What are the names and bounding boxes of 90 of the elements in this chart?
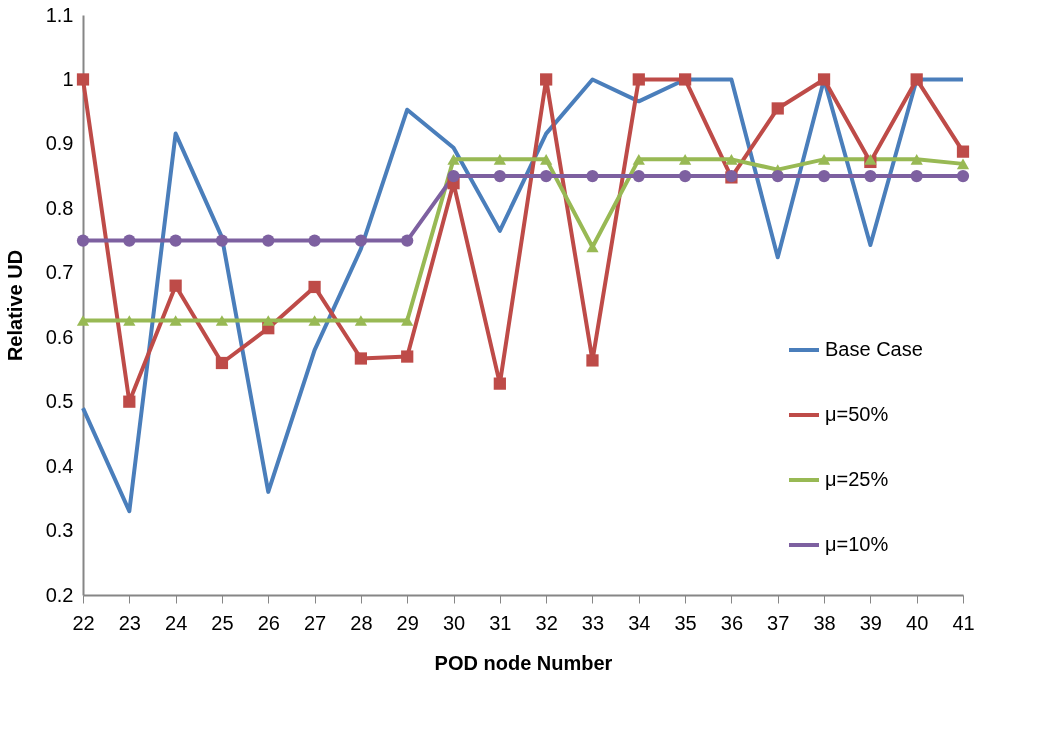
x-tick-label: 27: [303, 611, 327, 634]
point: [493, 377, 506, 390]
point: [401, 315, 414, 326]
y-tick-label: 0.3: [45, 519, 74, 542]
point: [308, 315, 321, 326]
y-tick-label: 0.2: [45, 583, 74, 606]
point: [632, 73, 645, 86]
x-tick-label: 37: [767, 611, 790, 634]
point: [771, 102, 784, 115]
x-tick-label: 34: [628, 611, 651, 634]
point: [540, 73, 553, 86]
point: [678, 154, 692, 165]
x-tick-label: 24: [165, 611, 188, 634]
point: [215, 356, 229, 370]
point: [632, 170, 645, 183]
x-tick-label: 35: [674, 611, 697, 634]
y-tick-label: 0.5: [45, 390, 74, 413]
point: [910, 170, 923, 183]
point: [76, 234, 90, 247]
point: [586, 241, 599, 253]
x-tick-label: 30: [442, 611, 466, 634]
y-tick-label: 1: [62, 67, 74, 90]
point: [817, 170, 831, 183]
point: [123, 234, 136, 247]
point: [956, 170, 970, 183]
point: [956, 145, 970, 158]
point: [678, 170, 692, 183]
point: [493, 170, 506, 183]
legend-label: Base Case: [825, 338, 923, 360]
point: [447, 170, 460, 183]
point: [956, 158, 970, 170]
point: [76, 73, 90, 86]
point: [76, 315, 90, 326]
point: [864, 170, 877, 183]
y-tick-label: 0.4: [45, 454, 74, 477]
point: [493, 154, 506, 165]
point: [725, 154, 738, 165]
point: [169, 234, 182, 247]
y-axis-title: Relative UD: [3, 249, 26, 362]
point: [771, 170, 784, 183]
point: [354, 234, 368, 247]
x-tick-label: 32: [535, 611, 558, 634]
point: [401, 234, 414, 247]
point: [540, 154, 553, 165]
y-tick-label: 0.6: [45, 325, 74, 348]
point: [308, 234, 321, 247]
point: [586, 170, 599, 183]
point: [354, 352, 368, 365]
y-tick-label: 0.8: [45, 196, 74, 219]
point: [123, 395, 136, 408]
point: [678, 73, 692, 86]
x-tick-label: 28: [350, 611, 373, 634]
point: [540, 170, 553, 183]
point: [262, 315, 275, 326]
point: [123, 315, 136, 326]
x-tick-label: 29: [396, 611, 419, 634]
y-tick-label: 0.9: [45, 132, 74, 155]
point: [632, 154, 645, 165]
point: [215, 234, 229, 247]
point: [586, 354, 599, 367]
legend-label: μ=50%: [825, 403, 889, 425]
point: [308, 280, 321, 294]
x-tick-label: 22: [72, 611, 95, 634]
x-tick-label: 39: [859, 611, 882, 634]
y-tick-label: 1.1: [45, 3, 74, 26]
x-tick-label: 26: [257, 611, 280, 634]
x-axis-title: POD node Number: [434, 651, 613, 674]
point: [262, 234, 275, 247]
point: [169, 315, 182, 326]
legend-label: μ=25%: [825, 468, 889, 490]
point: [401, 350, 414, 363]
point: [169, 279, 182, 292]
x-tick-label: 38: [813, 611, 836, 634]
x-tick-label: 41: [952, 611, 975, 634]
point: [910, 73, 923, 86]
x-tick-label: 36: [720, 611, 744, 634]
legend-label: μ=10%: [825, 533, 889, 555]
point: [354, 315, 368, 326]
x-tick-label: 23: [118, 611, 141, 634]
point: [817, 73, 831, 86]
x-tick-label: 33: [581, 611, 605, 634]
x-tick-label: 25: [211, 611, 234, 634]
x-tick-label: 31: [489, 611, 512, 634]
point: [817, 154, 831, 165]
x-tick-label: 40: [906, 611, 929, 634]
point: [864, 154, 877, 165]
point: [215, 315, 229, 326]
point: [910, 154, 923, 165]
point: [447, 154, 460, 165]
y-tick-label: 0.7: [45, 261, 74, 284]
